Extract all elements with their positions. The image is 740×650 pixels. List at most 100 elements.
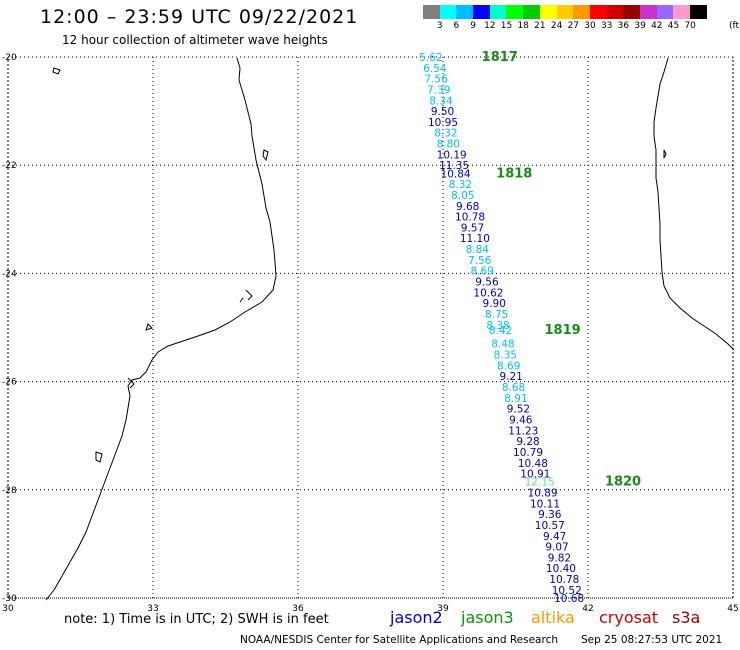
legend-swatch <box>456 5 474 19</box>
swh-value: 9.57 <box>461 222 484 234</box>
swh-value: 9.52 <box>507 404 530 416</box>
satellite-name: cryosat <box>599 608 659 627</box>
swh-value: 9.50 <box>431 106 454 118</box>
legend-swatch <box>556 5 574 19</box>
latitude-label: -28 <box>2 486 17 496</box>
swh-value: 9.21 <box>499 371 522 383</box>
legend-label: 21 <box>534 21 546 31</box>
map-frame <box>7 56 734 599</box>
swh-value: 7.56 <box>425 74 449 86</box>
coastlines <box>45 57 735 601</box>
swh-value: 7.39 <box>427 84 450 96</box>
legend-label: 36 <box>617 21 630 31</box>
legend-label: 24 <box>550 21 563 31</box>
swh-value: 8.75 <box>485 309 508 321</box>
pass-number: 1819 <box>545 323 581 338</box>
swh-value: 5.62 <box>419 52 442 64</box>
swh-value: 10.78 <box>549 574 579 586</box>
legend-swatch <box>589 5 607 19</box>
legend-swatch <box>523 5 540 19</box>
swh-value: 10.19 <box>437 149 467 161</box>
swh-value: 9.82 <box>548 552 571 564</box>
legend-label: 30 <box>584 21 596 31</box>
swh-value: 9.36 <box>538 509 562 521</box>
longitude-label: 33 <box>147 604 158 614</box>
legend-label: 27 <box>567 21 580 31</box>
legend-swatches <box>423 5 707 19</box>
swh-value: 11.35 <box>439 160 469 172</box>
swh-value: 8.32 <box>434 128 457 140</box>
satellite-name: s3a <box>672 608 701 627</box>
legend-swatch <box>439 5 457 19</box>
latitude-label: -24 <box>2 269 17 279</box>
swh-value: 10.40 <box>546 563 576 575</box>
pass-number: 1817 <box>482 50 518 65</box>
graticule <box>7 56 734 599</box>
latitude-label: -22 <box>2 161 17 171</box>
legend-swatch <box>539 5 557 19</box>
swh-value: 11.23 <box>508 425 538 437</box>
latitude-label: -20 <box>2 53 17 63</box>
legend-label: 12 <box>484 21 496 31</box>
africa-coastline <box>45 57 277 601</box>
pass-number: 1818 <box>496 166 532 181</box>
legend-swatch <box>623 5 640 19</box>
madagascar-coastline <box>653 57 735 351</box>
satellite-name: altika <box>531 608 575 627</box>
swh-value: 8.69 <box>497 360 520 372</box>
pass-number: 1820 <box>605 475 641 490</box>
legend-label: 33 <box>600 21 613 31</box>
legend-label: 45 <box>667 21 680 31</box>
swh-value: 10.91 <box>520 469 550 481</box>
swh-value: 12.15 <box>525 477 555 489</box>
swh-value: 9.46 <box>509 414 533 426</box>
swh-value: 11.10 <box>460 233 490 245</box>
swh-value: 10.11 <box>530 498 560 510</box>
swh-value: 8.38 <box>486 320 509 332</box>
legend-swatch <box>423 5 440 19</box>
longitude-label: 45 <box>727 604 738 614</box>
satellite-name: jason3 <box>461 608 514 627</box>
swh-value: 8.80 <box>437 139 460 151</box>
chart-title: 12:00 – 23:59 UTC 09/22/2021 <box>40 6 359 28</box>
legend-swatch <box>639 5 657 19</box>
swh-value: 10.95 <box>428 117 458 129</box>
swh-value: 10.52 <box>552 585 582 597</box>
longitude-label: 30 <box>2 604 14 614</box>
swh-value: 9.68 <box>456 201 479 213</box>
swh-value: 10.48 <box>518 458 548 470</box>
legend-label: 6 <box>453 21 460 31</box>
longitude-label: 39 <box>437 604 449 614</box>
swh-value: 8.32 <box>449 179 472 191</box>
generated-timestamp: Sep 25 08:27:53 UTC 2021 <box>581 634 723 646</box>
swh-value: 10.79 <box>513 447 543 459</box>
swh-value: 10.68 <box>554 593 584 605</box>
legend-swatch <box>656 5 674 19</box>
legend-label: 15 <box>500 21 513 31</box>
swh-value: 10.78 <box>455 212 485 224</box>
pass-labels: 1817 1818 1819 1820 <box>482 50 641 490</box>
footer-note: note: 1) Time is in UTC; 2) SWH is in fe… <box>64 612 329 627</box>
swh-value: 9.07 <box>545 542 568 554</box>
swh-value: 9.90 <box>483 298 506 310</box>
latitude-labels: -20 -22 -24 -26 -28 -30 <box>2 53 17 604</box>
swh-value: 7.56 <box>468 255 492 267</box>
lake-outline <box>52 67 667 463</box>
swh-value: 9.47 <box>543 531 566 543</box>
credit-line: NOAA/NESDIS Center for Satellite Applica… <box>240 634 558 646</box>
legend-swatch <box>473 5 490 19</box>
swh-value: 8.48 <box>491 339 514 351</box>
swh-value: 10.62 <box>473 287 503 299</box>
swh-observations: 5.626.547.567.398.349.5010.958.328.8010.… <box>419 52 584 605</box>
legend-label: 18 <box>517 21 529 31</box>
longitude-label: 42 <box>582 604 593 614</box>
swh-value: 8.84 <box>466 244 490 256</box>
legend-swatch <box>673 5 690 19</box>
latitude-label: -26 <box>2 378 17 388</box>
legend-labels: 3 6 9 12 15 18 21 24 27 30 33 36 39 42 45 70 <box>423 21 733 35</box>
swh-value: 8.35 <box>494 350 517 362</box>
legend-label: 70 <box>684 21 696 31</box>
legend-swatch <box>606 5 624 19</box>
legend-label: 42 <box>651 21 663 31</box>
